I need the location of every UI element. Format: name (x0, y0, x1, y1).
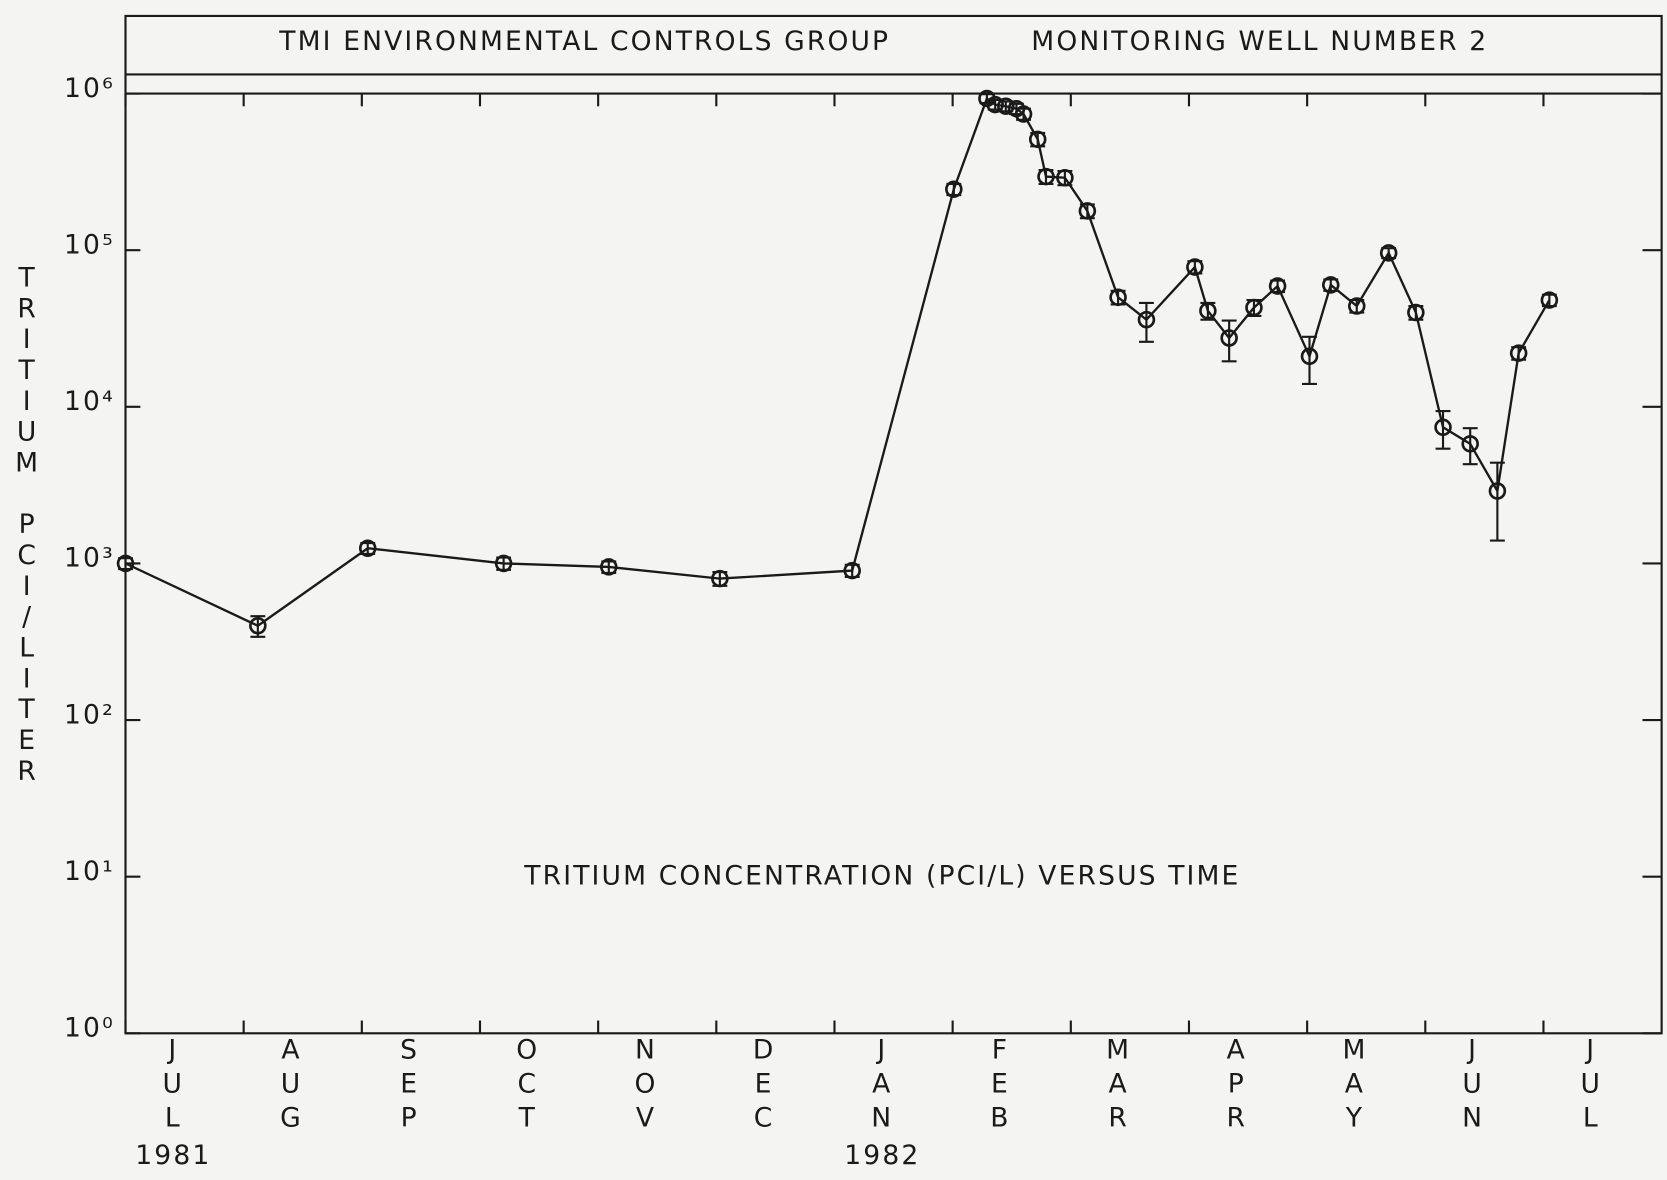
y-tick-label: 10⁴ (64, 386, 115, 417)
year-label: 1981 (135, 1140, 211, 1171)
y-tick-label: 10³ (64, 543, 115, 574)
data-point (1078, 202, 1097, 220)
chart-title: TMI ENVIRONMENTAL CONTROLS GROUP (278, 26, 890, 57)
y-tick-label: 10² (64, 699, 115, 730)
data-point (1509, 344, 1528, 362)
data-point (1186, 258, 1204, 276)
data-point (711, 569, 729, 588)
data-point (1300, 347, 1319, 366)
data-point (1220, 329, 1238, 347)
data-point (1014, 105, 1033, 123)
error-bar (1489, 461, 1505, 542)
error-bar (1435, 409, 1451, 450)
y-tick-label: 10⁵ (64, 229, 115, 260)
data-point (997, 97, 1015, 115)
data-point (249, 616, 267, 635)
chart-subtitle: MONITORING WELL NUMBER 2 (1031, 26, 1488, 57)
y-tick-label: 10⁶ (64, 73, 115, 104)
error-bar (1462, 427, 1478, 466)
data-point (1109, 288, 1127, 307)
error-bar (1138, 301, 1154, 343)
data-point (494, 554, 513, 573)
data-point (1347, 297, 1366, 315)
data-point (986, 95, 1004, 114)
data-point (1434, 418, 1452, 437)
annotation: TRITIUM CONCENTRATION (PCI/L) VERSUS TIM… (523, 861, 1240, 892)
data-point (945, 180, 963, 198)
data-line (125, 96, 1551, 628)
year-label: 1982 (844, 1140, 920, 1171)
data-point (1461, 435, 1479, 453)
error-bar (1302, 335, 1317, 385)
data-point (1488, 482, 1507, 500)
data-point (1037, 167, 1055, 186)
data-point (116, 554, 135, 573)
data-point (600, 558, 618, 576)
data-point (1379, 244, 1398, 262)
frame (124, 14, 1663, 1035)
data-point (1137, 310, 1156, 329)
data-point (1407, 303, 1425, 322)
data-point (358, 539, 377, 558)
data-point (1245, 298, 1263, 317)
data-point (1321, 276, 1340, 294)
data-point (1268, 277, 1287, 295)
data-point (1540, 291, 1559, 309)
data-point (1199, 302, 1217, 320)
y-tick-label: 10¹ (64, 856, 115, 887)
error-bar (1221, 319, 1237, 363)
data-point (1056, 168, 1074, 187)
data-point (843, 561, 861, 580)
data-point (1028, 130, 1047, 149)
y-tick-label: 10⁰ (64, 1013, 115, 1044)
